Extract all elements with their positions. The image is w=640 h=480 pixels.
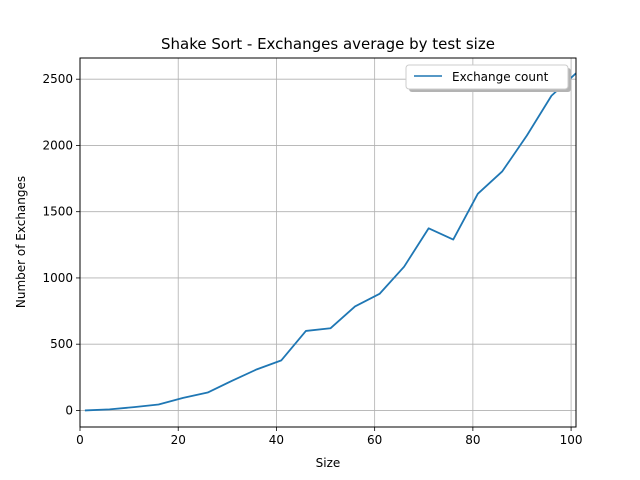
x-axis-label: Size xyxy=(316,456,341,470)
x-tick-label: 60 xyxy=(367,433,382,447)
x-tick-label: 100 xyxy=(560,433,583,447)
x-tick-label: 80 xyxy=(465,433,480,447)
chart-title: Shake Sort - Exchanges average by test s… xyxy=(161,35,495,53)
grid xyxy=(79,58,576,427)
y-tick-label: 500 xyxy=(50,337,73,351)
y-axis-label: Number of Exchanges xyxy=(14,176,28,308)
x-tick-label: 20 xyxy=(171,433,186,447)
legend-box xyxy=(405,64,569,90)
y-tick-label: 2000 xyxy=(42,138,73,152)
series-layer xyxy=(84,72,576,412)
legend-label: Exchange count xyxy=(452,70,549,84)
y-tick-label: 2500 xyxy=(42,72,73,86)
x-tick-label: 0 xyxy=(76,433,84,447)
y-tick-label: 1500 xyxy=(42,205,73,219)
legend: Exchange count xyxy=(405,64,571,92)
y-tick-label: 1000 xyxy=(42,271,73,285)
plot-frame xyxy=(79,57,577,428)
y-tick-label: 0 xyxy=(65,403,73,417)
x-tick-label: 40 xyxy=(269,433,284,447)
series-line-exchange-count xyxy=(84,72,576,412)
